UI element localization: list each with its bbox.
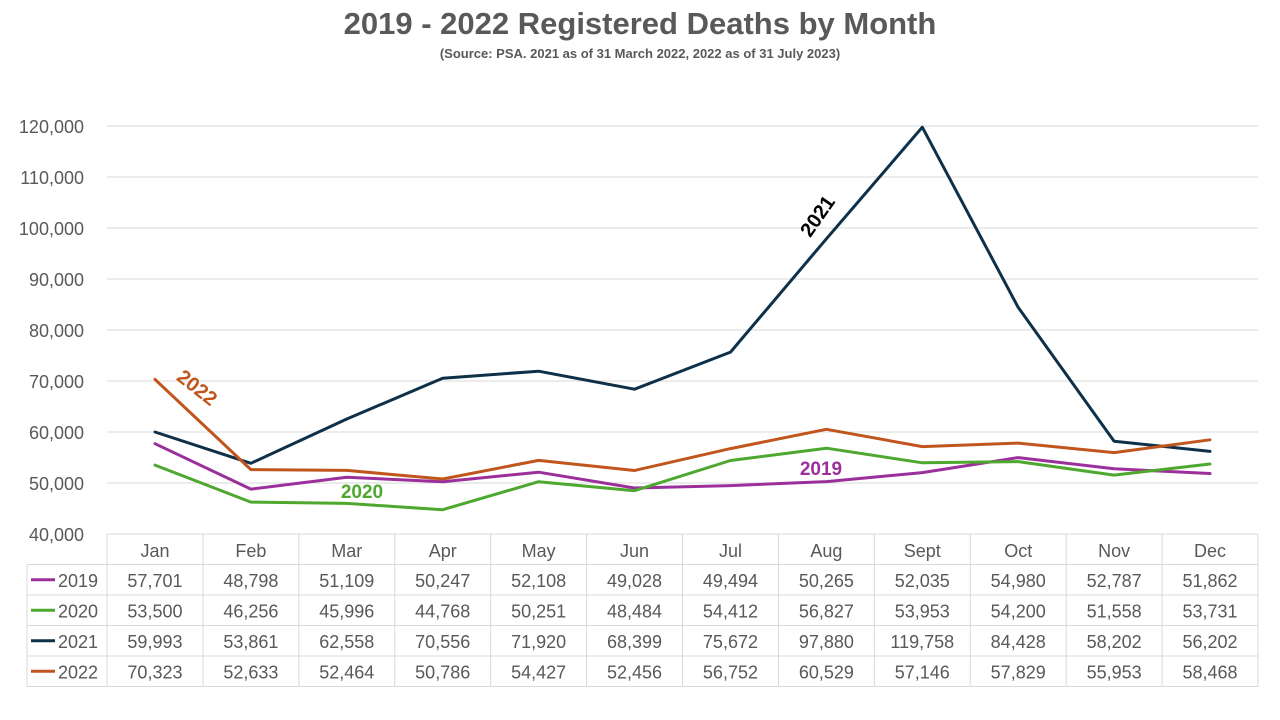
data-table-cell: 75,672 — [703, 632, 758, 652]
data-table-cell: 48,484 — [607, 601, 662, 621]
data-table-cell: 51,558 — [1087, 601, 1142, 621]
data-table-cell: 68,399 — [607, 632, 662, 652]
x-tick-label: Mar — [331, 541, 362, 561]
data-table-cell: 53,500 — [127, 601, 182, 621]
data-table-cell: 51,109 — [319, 571, 374, 591]
data-table-cell: 45,996 — [319, 601, 374, 621]
data-table-cell: 50,265 — [799, 571, 854, 591]
gridlines — [107, 125, 1258, 484]
data-table-cell: 56,752 — [703, 662, 758, 682]
y-tick-label: 70,000 — [29, 372, 84, 392]
data-table-cell: 55,953 — [1087, 662, 1142, 682]
x-tick-label: Apr — [429, 541, 457, 561]
chart-subtitle: (Source: PSA. 2021 as of 31 March 2022, … — [439, 46, 841, 61]
data-table-cell: 56,202 — [1183, 632, 1238, 652]
data-table-cell: 52,633 — [223, 662, 278, 682]
x-tick-label: Sept — [904, 541, 941, 561]
data-table-cell: 49,494 — [703, 571, 758, 591]
legend-label: 2020 — [58, 601, 98, 621]
x-tick-label: Nov — [1098, 541, 1130, 561]
y-tick-label: 110,000 — [20, 168, 84, 188]
data-table-cell: 53,861 — [223, 632, 278, 652]
data-table-cell: 54,200 — [991, 601, 1046, 621]
y-tick-label: 120,000 — [19, 117, 84, 137]
x-tick-label: Dec — [1194, 541, 1226, 561]
data-table-cell: 52,456 — [607, 662, 662, 682]
data-table-cell: 54,980 — [991, 571, 1046, 591]
data-table-cell: 50,251 — [511, 601, 566, 621]
data-table-cell: 52,464 — [319, 662, 374, 682]
data-table-cell: 60,529 — [799, 662, 854, 682]
data-table-cell: 56,827 — [799, 601, 854, 621]
data-table-cell: 58,202 — [1087, 632, 1142, 652]
data-table-cell: 84,428 — [991, 632, 1046, 652]
data-table-cell: 119,758 — [890, 632, 954, 652]
data-table-cell: 53,953 — [895, 601, 950, 621]
data-table-cell: 44,768 — [415, 601, 470, 621]
x-tick-label: May — [522, 541, 556, 561]
data-table-cell: 50,247 — [415, 571, 470, 591]
data-table-cell: 62,558 — [319, 632, 374, 652]
data-table-cell: 52,787 — [1087, 571, 1142, 591]
x-tick-label: Jul — [719, 541, 742, 561]
series-line-2021 — [153, 125, 1212, 465]
x-tick-label: Oct — [1004, 541, 1032, 561]
data-table-cell: 71,920 — [511, 632, 566, 652]
y-tick-label: 80,000 — [29, 321, 84, 341]
annotation-2019: 2019 — [800, 459, 842, 480]
data-table-cell: 57,146 — [895, 662, 950, 682]
series-line-2020 — [153, 446, 1212, 512]
series-annotations: 2022 2020 2019 2021 — [172, 192, 842, 503]
data-table-cell: 50,786 — [415, 662, 470, 682]
series-line-2019 — [153, 442, 1212, 491]
annotation-2020: 2020 — [341, 482, 383, 503]
data-table-cell: 57,829 — [991, 662, 1046, 682]
legend-label: 2022 — [58, 662, 98, 682]
legend-label: 2021 — [58, 632, 98, 652]
data-table-cell: 53,731 — [1183, 601, 1238, 621]
data-table-cell: 52,035 — [895, 571, 950, 591]
data-table-cell: 58,468 — [1183, 662, 1238, 682]
data-table: Jan Feb Mar Apr May Jun Jul Aug Sept Oct Nov Dec 201… — [26, 533, 1259, 687]
data-table-cell: 70,323 — [127, 662, 182, 682]
data-table-cell: 52,108 — [511, 571, 566, 591]
data-table-cell: 70,556 — [415, 632, 470, 652]
series-lines — [153, 125, 1212, 512]
data-table-cell: 49,028 — [607, 571, 662, 591]
data-table-cell: 54,412 — [703, 601, 758, 621]
x-tick-label: Jan — [140, 541, 169, 561]
y-axis-tick-labels: 40,000 50,000 60,000 70,000 80,000 90,000 100,… — [19, 117, 84, 545]
data-table-cell: 46,256 — [223, 601, 278, 621]
chart-title: 2019 - 2022 Registered Deaths by Month — [343, 6, 937, 41]
data-table-cell: 48,798 — [223, 571, 278, 591]
y-tick-label: 100,000 — [19, 219, 84, 239]
x-tick-label: Jun — [620, 541, 649, 561]
data-table-cell: 57,701 — [127, 571, 182, 591]
data-table-cell: 97,880 — [799, 632, 854, 652]
series-line-2022 — [153, 377, 1212, 481]
x-tick-label: Feb — [235, 541, 266, 561]
data-table-cell: 59,993 — [127, 632, 182, 652]
x-tick-label: Aug — [810, 541, 842, 561]
y-tick-label: 50,000 — [29, 474, 84, 494]
y-tick-label: 90,000 — [29, 270, 84, 290]
y-tick-label: 40,000 — [29, 525, 84, 545]
data-table-cell: 54,427 — [511, 662, 566, 682]
annotation-2021: 2021 — [796, 192, 840, 241]
y-tick-label: 60,000 — [29, 423, 84, 443]
data-table-cell: 51,862 — [1183, 571, 1238, 591]
legend-label: 2019 — [58, 571, 98, 591]
